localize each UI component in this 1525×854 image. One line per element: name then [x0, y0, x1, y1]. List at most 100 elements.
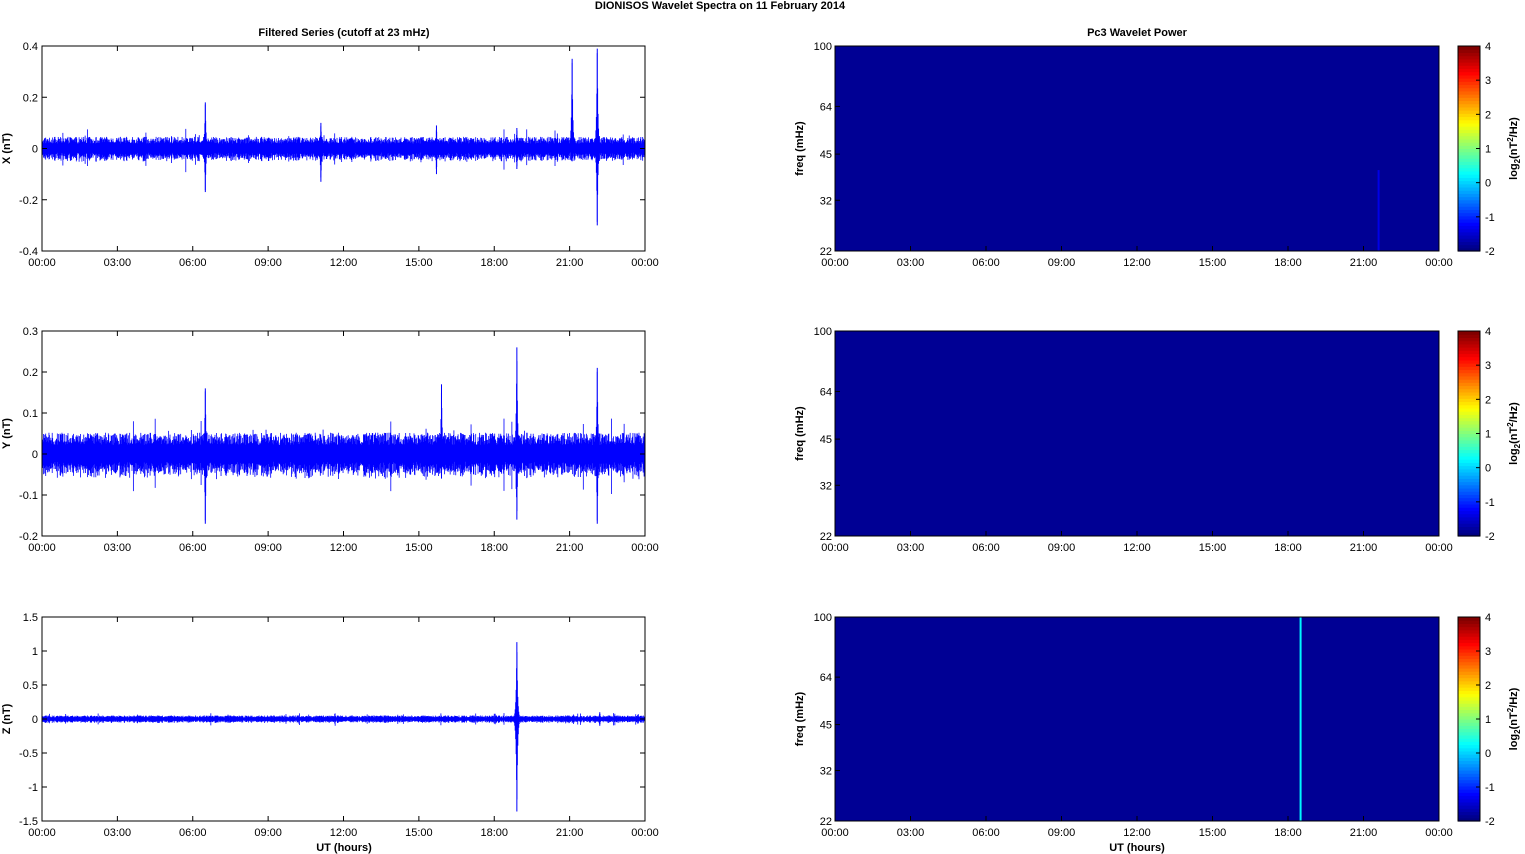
- colorbar-step: [1458, 481, 1480, 486]
- x-tick-label: 00:00: [1425, 257, 1453, 269]
- y-tick-label: 1: [32, 646, 38, 658]
- y-tick-label: 0.2: [23, 92, 38, 104]
- colorbar-step: [1458, 487, 1480, 492]
- colorbar-step: [1458, 750, 1480, 755]
- colorbar-step: [1458, 664, 1480, 669]
- y-tick-label: 64: [820, 386, 832, 398]
- x-tick-label: 18:00: [480, 257, 508, 269]
- y-tick-label: -0.2: [19, 195, 38, 207]
- colorbar-step: [1458, 84, 1480, 89]
- y-tick-label: -1: [28, 782, 38, 794]
- x-tick-label: 00:00: [28, 827, 56, 839]
- colorbar-step: [1458, 347, 1480, 351]
- colorbar-tick-label: 0: [1485, 463, 1491, 475]
- colorbar-step: [1458, 151, 1480, 156]
- y-tick-label: 0.5: [23, 680, 38, 692]
- x-tick-label: 09:00: [254, 257, 282, 269]
- colorbar-step: [1458, 699, 1480, 704]
- colorbar-step: [1458, 439, 1480, 444]
- x-tick-label: 21:00: [1350, 257, 1378, 269]
- y-tick-label: 0.3: [23, 326, 38, 338]
- colorbar-step: [1458, 244, 1480, 249]
- colorbar-step: [1458, 789, 1480, 793]
- colorbar-step: [1458, 661, 1480, 666]
- colorbar-step: [1458, 247, 1480, 252]
- colorbar-step: [1458, 420, 1480, 425]
- colorbar-step: [1458, 382, 1480, 387]
- colorbar-step: [1458, 795, 1480, 800]
- y-tick-label: 32: [820, 480, 832, 492]
- colorbar-step: [1458, 801, 1480, 806]
- colorbar-step: [1458, 183, 1480, 188]
- colorbar-step: [1458, 516, 1480, 521]
- colorbar-step: [1458, 760, 1480, 765]
- colorbar-tick-label: 4: [1485, 41, 1491, 53]
- x-tick-label: 21:00: [1350, 542, 1378, 554]
- right-column-title: Pc3 Wavelet Power: [1087, 27, 1188, 39]
- colorbar-step: [1458, 462, 1480, 467]
- colorbar-step: [1458, 215, 1480, 220]
- colorbar-step: [1458, 343, 1480, 348]
- series-panel-1: -0.4 -0.2 0 0.2 0.4 X (nT) 00:00 03:00 06:00 09:0…: [1, 41, 659, 269]
- colorbar-step: [1458, 757, 1480, 762]
- colorbar-step: [1458, 725, 1480, 730]
- colorbar-step: [1458, 225, 1480, 230]
- colorbar-tick-label: 1: [1485, 429, 1491, 441]
- y-tick-label: 22: [820, 816, 832, 828]
- colorbar-label: log2(nT2/Hz): [1506, 117, 1522, 180]
- x-tick-label: 15:00: [1199, 542, 1227, 554]
- colorbar-step: [1458, 106, 1480, 111]
- colorbar-step: [1458, 744, 1480, 749]
- wavelet-feature: [1299, 617, 1302, 821]
- colorbar-step: [1458, 71, 1480, 76]
- x-tick-label: 12:00: [1123, 827, 1151, 839]
- x-tick-label: 09:00: [1048, 542, 1076, 554]
- colorbar-step: [1458, 190, 1480, 194]
- colorbar-tick-label: 1: [1485, 144, 1491, 156]
- colorbar-step: [1458, 222, 1480, 226]
- colorbar-step: [1458, 55, 1480, 60]
- x-tick-label: 06:00: [972, 542, 1000, 554]
- wavelet-heatmap: [835, 617, 1439, 821]
- colorbar-step: [1458, 719, 1480, 723]
- colorbar-step: [1458, 369, 1480, 374]
- colorbar-step: [1458, 404, 1480, 409]
- colorbar-step: [1458, 623, 1480, 628]
- colorbar-step: [1458, 103, 1480, 108]
- colorbar-tick-label: 3: [1485, 75, 1491, 87]
- y-tick-label: -1.5: [19, 816, 38, 828]
- colorbar-step: [1458, 356, 1480, 361]
- x-tick-label: 15:00: [405, 827, 433, 839]
- x-tick-label: 09:00: [254, 542, 282, 554]
- y-axis-label: freq (mHz): [794, 406, 806, 461]
- x-tick-label: 06:00: [972, 827, 1000, 839]
- y-axis-label: freq (mHz): [794, 121, 806, 176]
- colorbar-step: [1458, 715, 1480, 720]
- colorbar-tick-label: 3: [1485, 646, 1491, 658]
- colorbar-step: [1458, 407, 1480, 412]
- colorbar-step: [1458, 728, 1480, 733]
- colorbar-step: [1458, 779, 1480, 784]
- colorbar-step: [1458, 359, 1480, 364]
- colorbar-step: [1458, 814, 1480, 819]
- colorbar-tick-label: 2: [1485, 680, 1491, 692]
- x-tick-label: 21:00: [556, 542, 584, 554]
- colorbar-step: [1458, 668, 1480, 672]
- colorbar-step: [1458, 532, 1480, 537]
- x-tick-label: 18:00: [480, 542, 508, 554]
- x-tick-label: 06:00: [179, 827, 207, 839]
- colorbar-step: [1458, 687, 1480, 691]
- colorbar-step: [1458, 433, 1480, 438]
- colorbar-step: [1458, 350, 1480, 355]
- x-tick-label: 03:00: [104, 257, 132, 269]
- x-tick-label: 15:00: [1199, 257, 1227, 269]
- colorbar-step: [1458, 526, 1480, 531]
- x-axis-label-left: UT (hours): [316, 842, 372, 854]
- colorbar-step: [1458, 78, 1480, 82]
- y-tick-label: -0.5: [19, 748, 38, 760]
- colorbar-step: [1458, 212, 1480, 217]
- colorbar-step: [1458, 62, 1480, 66]
- y-tick-label: 100: [814, 41, 832, 53]
- colorbar-step: [1458, 65, 1480, 70]
- colorbar-step: [1458, 798, 1480, 803]
